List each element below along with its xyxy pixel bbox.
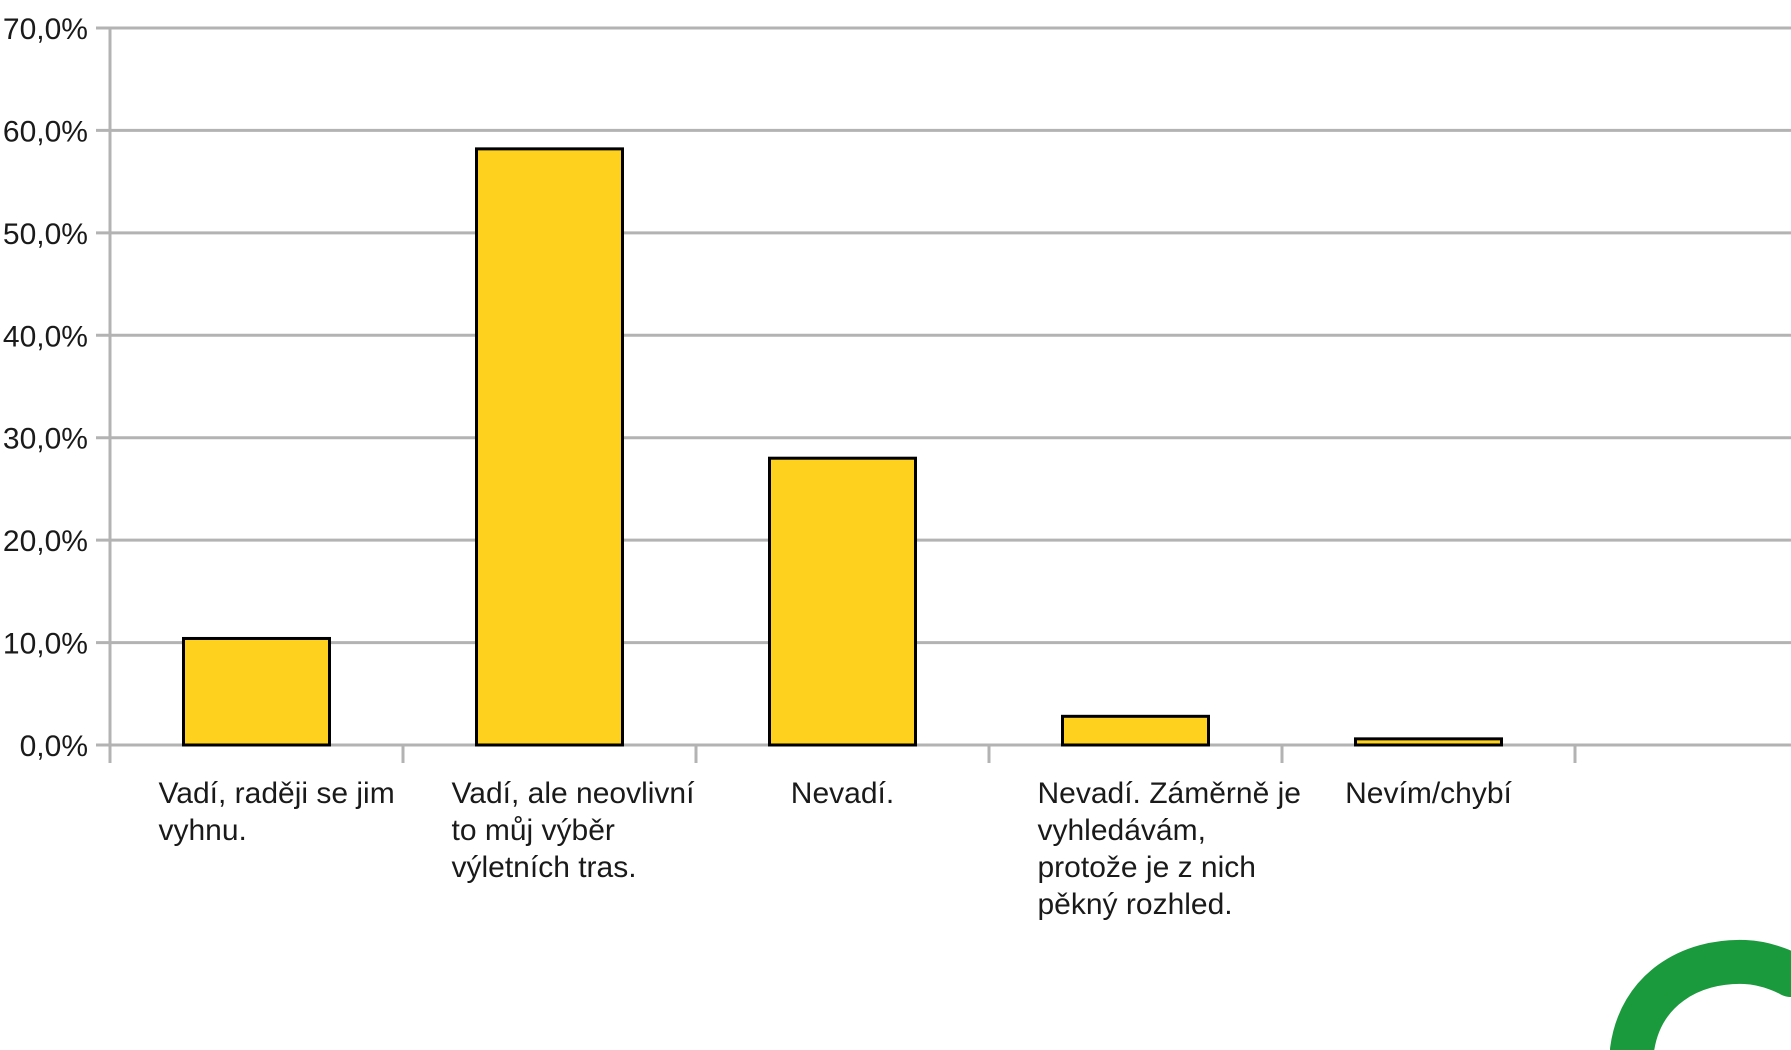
category-label: Vadí, raději se jim vyhnu.: [159, 777, 395, 847]
category-label: Vadí, ale neovlivní to můj výběr výletních…: [452, 777, 696, 884]
category-label: Nevadí.: [791, 777, 894, 810]
logo-arc: [1610, 939, 1791, 1050]
category-label: Nevím/chybí: [1345, 777, 1512, 810]
y-tick-label: 70,0%: [3, 13, 88, 46]
bar: [475, 147, 624, 747]
y-tick-label: 50,0%: [3, 218, 88, 251]
category-label: Nevadí. Záměrně je vyhledávám, protože je …: [1038, 777, 1301, 921]
category-labels: Vadí, raději se jim vyhnu. Vadí, ale neovl…: [159, 777, 1513, 921]
axes: [108, 28, 1791, 763]
bar: [1354, 737, 1503, 747]
y-tick-label: 40,0%: [3, 320, 88, 353]
y-tick-labels: 0,0% 10,0% 20,0% 30,0% 40,0% 50,0% 60,0% 70,0%: [3, 13, 88, 763]
bar: [182, 636, 331, 747]
green-circle-logo-icon: [1610, 939, 1791, 1050]
gridlines: [96, 26, 1791, 747]
y-tick-label: 60,0%: [3, 115, 88, 148]
bar: [768, 456, 917, 747]
y-tick-label: 10,0%: [3, 628, 88, 661]
y-tick-label: 30,0%: [3, 423, 88, 456]
y-tick-label: 20,0%: [3, 525, 88, 558]
bar: [1061, 714, 1210, 747]
y-tick-label: 0,0%: [20, 730, 88, 763]
bars: [182, 147, 1503, 747]
